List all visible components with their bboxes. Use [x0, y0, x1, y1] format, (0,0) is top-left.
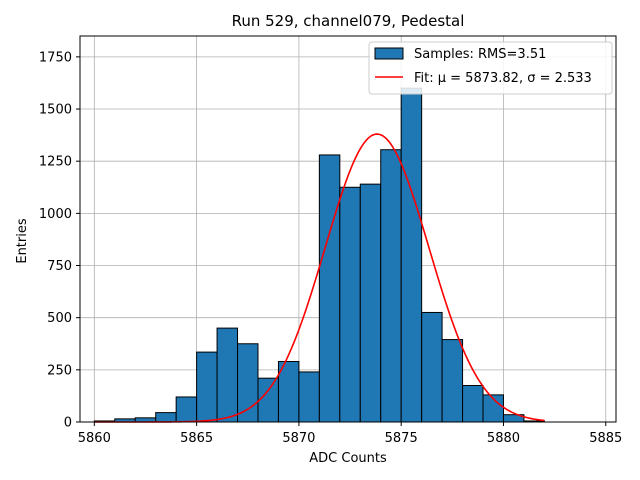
y-tick-label: 1000: [39, 207, 72, 222]
histogram-bar: [237, 343, 259, 423]
y-tick-label: 1250: [39, 155, 72, 170]
x-tick-label: 5885: [589, 431, 622, 446]
x-axis-label: ADC Counts: [309, 451, 387, 466]
histogram-bars: [93, 87, 545, 423]
x-tick-label: 5875: [385, 431, 418, 446]
histogram-bar: [175, 396, 198, 423]
histogram-bar: [339, 186, 361, 423]
x-tick-label: 5870: [282, 431, 315, 446]
histogram-bar: [196, 351, 218, 423]
plot-frame: [79, 35, 617, 423]
x-axis: 5860 5865 5870 5875 5880 5885: [78, 422, 622, 446]
y-tick-label: 750: [47, 259, 72, 274]
y-tick-label: 250: [47, 363, 72, 378]
histogram-bar: [359, 183, 382, 423]
y-tick-label: 0: [64, 416, 72, 431]
y-tick-label: 1500: [39, 103, 72, 118]
x-tick-label: 5860: [78, 431, 111, 446]
chart-title: Run 529, channel079, Pedestal: [232, 12, 465, 30]
histogram-bar: [318, 154, 341, 423]
histogram-bar: [400, 87, 423, 423]
histogram-bar: [216, 327, 239, 423]
x-tick-label: 5865: [180, 431, 213, 446]
histogram-bar: [441, 339, 464, 423]
histogram-bar: [462, 384, 484, 423]
legend-label-fit: Fit: μ = 5873.82, σ = 2.533: [414, 71, 592, 86]
legend: Samples: RMS=3.51 Fit: μ = 5873.82, σ = …: [368, 41, 613, 95]
y-tick-label: 500: [47, 311, 72, 326]
histogram-bar: [421, 311, 443, 423]
x-tick-label: 5880: [487, 431, 520, 446]
histogram-bar: [257, 377, 279, 423]
legend-swatch-samples: [374, 47, 404, 60]
y-axis-label: Entries: [15, 218, 30, 264]
histogram-bar: [155, 412, 177, 423]
legend-frame: [368, 41, 613, 95]
histogram-bar: [298, 371, 320, 423]
legend-label-samples: Samples: RMS=3.51: [414, 47, 546, 62]
y-axis: 0 250 500 750 1000 1250 1500 1750: [39, 50, 80, 431]
histogram-bar: [380, 149, 402, 423]
y-tick-label: 1750: [39, 50, 72, 65]
